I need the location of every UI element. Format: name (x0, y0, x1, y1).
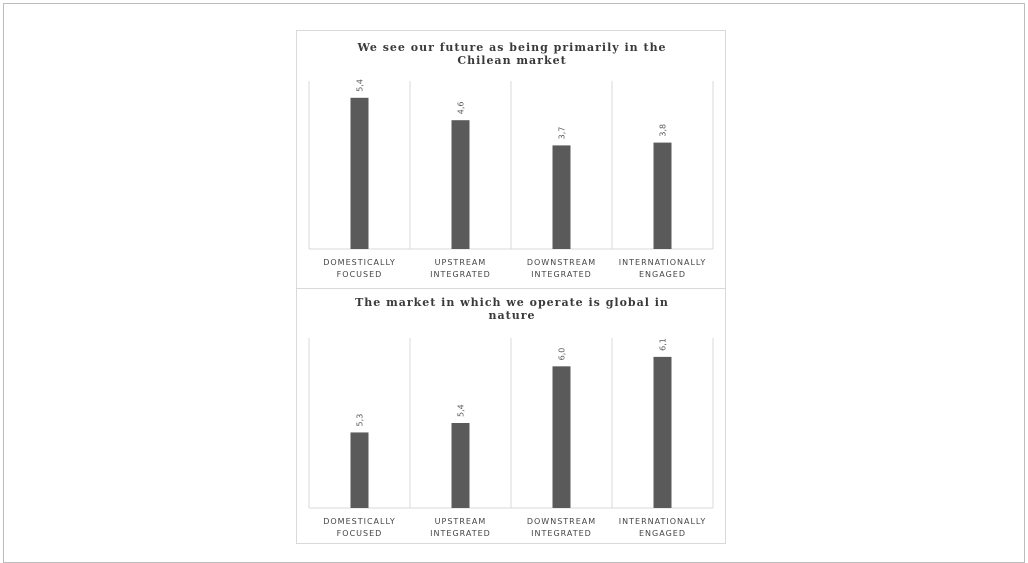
data-label: 5,4 (356, 79, 365, 92)
figure-box: We see our future as being primarily in … (296, 30, 726, 544)
category-label: INTERNATIONALLY (619, 258, 706, 267)
data-label: 3,8 (659, 124, 668, 137)
chart-bottom: The market in which we operate is global… (308, 296, 714, 538)
chart-top: We see our future as being primarily in … (308, 41, 714, 279)
category-label: DOWNSTREAM (527, 517, 596, 526)
data-label: 4,6 (457, 101, 466, 114)
category-label: FOCUSED (337, 270, 383, 279)
category-label: DOMESTICALLY (323, 258, 396, 267)
data-label: 6,0 (558, 348, 567, 361)
category-label: FOCUSED (337, 529, 383, 538)
category-label: ENGAGED (639, 270, 686, 279)
category-label: DOMESTICALLY (323, 517, 396, 526)
data-label: 5,3 (356, 414, 365, 427)
category-label: INTEGRATED (531, 270, 592, 279)
bar (350, 432, 369, 508)
category-label: INTERNATIONALLY (619, 517, 706, 526)
category-label: DOWNSTREAM (527, 258, 596, 267)
category-label: INTEGRATED (531, 529, 592, 538)
category-label: INTEGRATED (430, 270, 491, 279)
bar (451, 120, 470, 249)
data-label: 6,1 (659, 338, 668, 351)
chart-title-line: nature (489, 309, 536, 322)
chart-title-line: The market in which we operate is global… (355, 296, 669, 309)
chart-title-line: We see our future as being primarily in … (356, 41, 666, 54)
chart-title-line: Chilean market (457, 54, 566, 67)
panel-divider (297, 288, 725, 289)
bar (552, 145, 571, 249)
category-label: INTEGRATED (430, 529, 491, 538)
category-label: ENGAGED (639, 529, 686, 538)
data-label: 3,7 (558, 127, 567, 140)
data-label: 5,4 (457, 404, 466, 417)
category-label: UPSTREAM (435, 517, 487, 526)
category-label: UPSTREAM (435, 258, 487, 267)
bar (552, 366, 571, 508)
bar (350, 97, 369, 249)
bar (451, 423, 470, 508)
bar (653, 142, 672, 249)
bar (653, 356, 672, 508)
